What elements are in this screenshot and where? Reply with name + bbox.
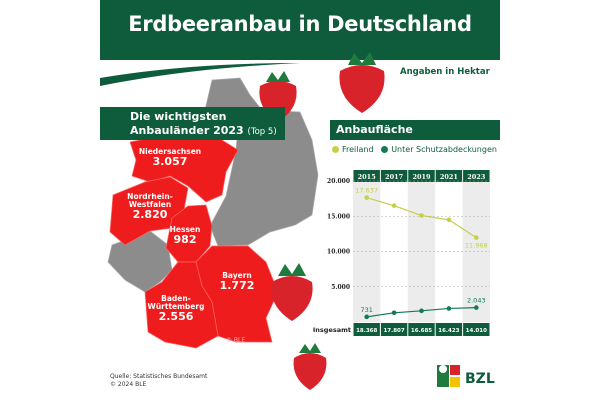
data-point [474, 235, 479, 240]
map-title: Die wichtigsten Anbauländer 2023 (Top 5) [100, 107, 285, 140]
state-name: Nordrhein- [127, 192, 173, 201]
column-band [462, 170, 490, 322]
legend-dot-schutz [381, 146, 389, 153]
column-band [380, 170, 408, 322]
germany-map [107, 77, 319, 349]
copyright-text: © 2024 BLE [110, 381, 147, 388]
legend-label-freiland: Freiland [342, 145, 374, 154]
legend-label-schutz: Unter Schutzabdeckungen [391, 145, 497, 154]
year-label: 2019 [412, 173, 431, 181]
strawberry-icon [293, 343, 327, 390]
swoosh-green [100, 63, 300, 86]
data-point [446, 217, 452, 223]
y-tick-label: 5.000 [331, 284, 350, 291]
state-label-bayern: Bayern 1.772 [220, 272, 255, 292]
state-label-bw: Baden- Württemberg 2.556 [148, 295, 205, 323]
strawberry-icon [271, 263, 313, 321]
year-header-cell [435, 170, 463, 182]
chart-legend: Freiland Unter Schutzabdeckungen [332, 145, 497, 154]
total-value: 14.010 [466, 328, 487, 334]
map-title-line1: Die wichtigsten [130, 110, 227, 123]
year-header-cell [408, 170, 435, 182]
y-tick-label: 10.000 [327, 249, 350, 256]
data-point [364, 195, 370, 200]
data-point [419, 213, 424, 218]
state-name: Bayern [222, 271, 252, 280]
swoosh-white [100, 60, 320, 75]
state-label-niedersachsen: Niedersachsen 3.057 [139, 148, 201, 168]
total-cell [380, 323, 408, 336]
legend-dot-freiland [332, 146, 339, 153]
total-cell [435, 323, 463, 336]
column-band [353, 170, 381, 322]
state-name: Württemberg [147, 302, 205, 311]
map-copyright: © BLE [226, 337, 246, 344]
state-name: Westfalen [128, 200, 172, 209]
total-value: 17.807 [383, 328, 404, 334]
totals-label: Insgesamt [313, 326, 351, 334]
source-text: Quelle: Statistisches Bundesamt [110, 373, 208, 380]
bzl-logo-icon [437, 365, 460, 387]
line-chart: 2015 18.368 2017 17.807 2019 16.685 2021 16.423… [313, 170, 490, 336]
year-header-cell [353, 170, 380, 182]
state-name: Baden- [161, 294, 191, 303]
total-cell [408, 323, 435, 336]
bzl-logo-text: BZL [465, 371, 495, 387]
year-header-cell [463, 170, 490, 182]
total-value: 16.423 [438, 328, 459, 334]
page-title: Erdbeeranbau in Deutschland [128, 12, 472, 36]
y-tick-label: 15.000 [327, 213, 350, 220]
footer-source: Quelle: Statistisches Bundesamt © 2024 B… [110, 373, 207, 389]
map-state-hessen [165, 204, 213, 263]
column-band [407, 170, 436, 322]
state-label-nrw: Nordrhein- Westfalen 2.820 [127, 193, 173, 221]
map-state-rheinland [107, 230, 173, 293]
data-point [391, 310, 397, 316]
state-label-hessen: Hessen 982 [170, 226, 201, 246]
state-name: Niedersachsen [138, 147, 202, 156]
total-cell [463, 323, 490, 336]
total-value: 16.685 [411, 328, 432, 334]
map-state-east [209, 109, 319, 247]
y-tick-label: 20.000 [327, 178, 350, 185]
year-label: 2023 [467, 173, 486, 181]
year-label: 2017 [385, 173, 403, 181]
column-band [435, 170, 463, 322]
map-title-line2: Anbauländer 2023 [130, 124, 244, 137]
data-point [446, 306, 452, 311]
year-label: 2021 [440, 173, 458, 181]
year-header-cell [380, 170, 408, 182]
total-cell [353, 323, 380, 336]
map-title-suffix: (Top 5) [247, 127, 277, 137]
year-label: 2015 [358, 173, 377, 181]
map-state-bw [144, 261, 219, 349]
strawberry-icon [339, 52, 385, 113]
data-label: 2.043 [467, 297, 486, 305]
state-value: 3.057 [152, 155, 188, 168]
header-banner [100, 0, 500, 60]
data-label: 11.968 [465, 242, 488, 250]
data-point [474, 305, 479, 310]
data-point [364, 314, 370, 320]
state-name: Hessen [169, 225, 201, 234]
data-label: 731 [360, 306, 372, 314]
unit-note: Angaben in Hektar [400, 67, 490, 77]
state-value: 2.556 [158, 310, 194, 323]
chart-title: Anbaufläche [330, 120, 500, 140]
state-value: 982 [173, 233, 197, 246]
total-value: 18.368 [356, 328, 377, 334]
data-point [391, 203, 397, 208]
data-point [419, 308, 424, 314]
state-value: 2.820 [132, 208, 168, 221]
data-label: 17.637 [355, 187, 378, 195]
state-value: 1.772 [219, 279, 255, 292]
